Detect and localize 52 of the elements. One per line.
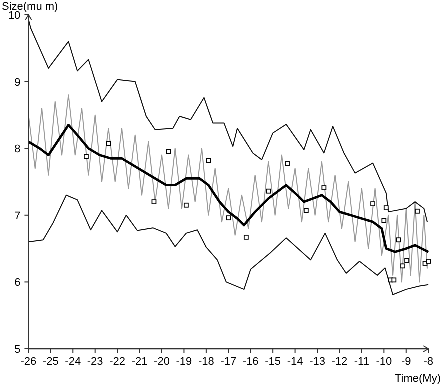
line-series xyxy=(28,194,430,296)
point xyxy=(226,216,232,221)
x-tick-label: -18 xyxy=(198,356,214,368)
point xyxy=(152,200,157,204)
y-axis-title: Size(mu m) xyxy=(2,1,58,13)
x-tick-label: -21 xyxy=(132,356,148,368)
y-tick-label: 10 xyxy=(8,10,21,22)
point xyxy=(206,158,212,164)
point xyxy=(184,202,189,208)
x-tick-label: -24 xyxy=(65,356,82,368)
point xyxy=(370,202,376,206)
x-tick-label: -19 xyxy=(176,356,192,368)
x-tick-label: -17 xyxy=(220,356,237,368)
x-tick-label: -15 xyxy=(265,356,282,368)
point xyxy=(304,208,309,214)
point xyxy=(266,188,272,194)
x-tick-label: -10 xyxy=(376,356,392,368)
x-tick-label: -26 xyxy=(20,356,37,368)
point xyxy=(426,259,432,264)
x-tick-label: -8 xyxy=(424,356,434,368)
y-tick-label: 5 xyxy=(14,344,21,356)
x-tick-label: -22 xyxy=(110,356,126,368)
point xyxy=(396,238,402,243)
x-tick-label: -16 xyxy=(242,356,259,368)
point xyxy=(106,141,112,146)
y-tick-label: 8 xyxy=(14,144,21,156)
x-tick-label: -25 xyxy=(42,356,59,368)
point xyxy=(244,234,249,240)
point xyxy=(166,149,172,154)
line-series xyxy=(28,19,428,223)
point xyxy=(404,258,410,264)
x-tick-label: -14 xyxy=(287,356,304,368)
y-tick-label: 9 xyxy=(14,76,21,89)
x-tick-label: -20 xyxy=(154,356,170,368)
x-tick-label: -12 xyxy=(332,356,348,368)
point xyxy=(384,206,389,210)
y-tick-label: 7 xyxy=(14,210,21,222)
y-tick-label: 6 xyxy=(14,277,21,290)
x-axis-title: Time(My) xyxy=(394,373,441,385)
x-tick-label: -23 xyxy=(87,356,104,368)
point xyxy=(382,218,387,224)
point xyxy=(285,162,290,166)
point xyxy=(400,264,406,269)
x-tick-label: -11 xyxy=(354,356,370,368)
point xyxy=(392,278,397,283)
point xyxy=(322,186,327,190)
line-series xyxy=(28,124,430,254)
x-tick-label: -13 xyxy=(310,356,326,368)
line-series xyxy=(28,94,428,283)
point xyxy=(84,154,89,160)
x-tick-label: -9 xyxy=(401,356,412,368)
point xyxy=(415,208,420,214)
